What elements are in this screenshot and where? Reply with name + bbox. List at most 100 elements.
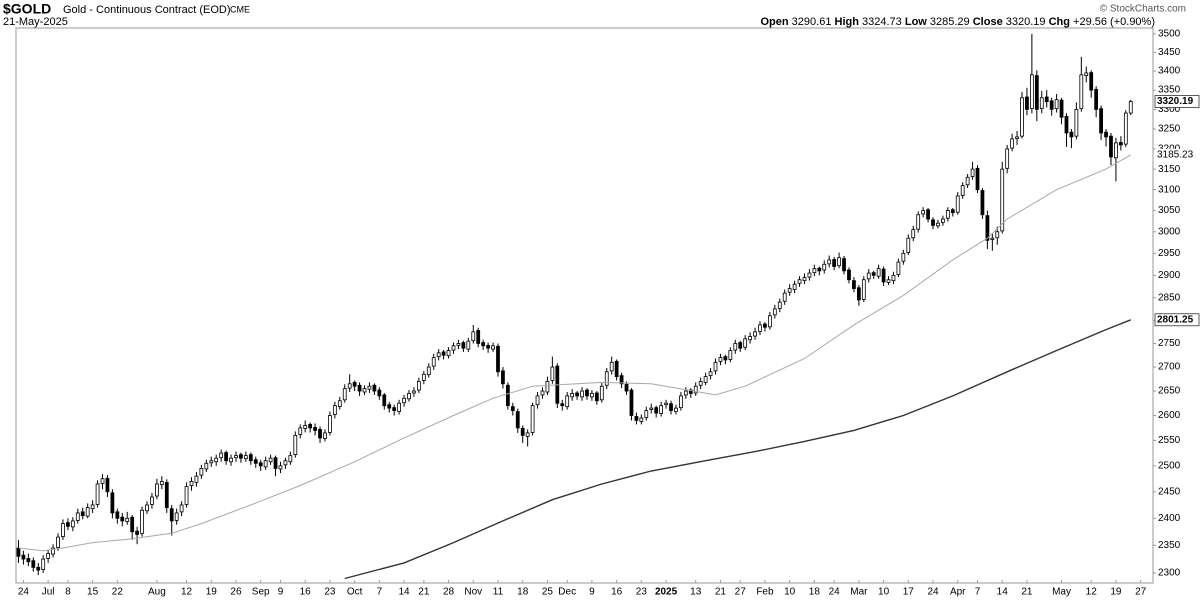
candle-body — [1030, 74, 1034, 110]
candle-body — [332, 405, 337, 415]
candle-body — [402, 397, 406, 404]
candle-body — [184, 486, 189, 505]
candle-body — [871, 272, 876, 276]
candle-body — [387, 404, 392, 409]
candle-body — [61, 523, 65, 537]
candle-body — [911, 229, 916, 239]
candle-body — [273, 457, 278, 469]
candle-body — [421, 373, 426, 381]
candle-body — [451, 345, 456, 351]
candle-body — [476, 330, 481, 344]
candle-body — [234, 455, 238, 459]
x-tick-label: 7 — [975, 587, 981, 598]
candle-body — [599, 385, 604, 401]
candle-body — [950, 209, 955, 214]
price-tag: 3185.23 — [1157, 149, 1194, 160]
candle-body — [886, 279, 891, 283]
candle-body — [1025, 96, 1029, 110]
candle-body — [812, 268, 817, 274]
x-tick-label: 24 — [927, 587, 939, 598]
x-tick-label: 26 — [230, 587, 242, 598]
y-tick-label: 2750 — [1158, 338, 1181, 349]
candle-body — [179, 504, 184, 513]
candle-body — [787, 288, 792, 293]
price-tag-box — [1154, 95, 1200, 108]
candle-body — [733, 343, 738, 351]
candle-body — [347, 383, 352, 389]
candle-body — [293, 435, 298, 456]
candle-body — [1034, 75, 1039, 110]
price-tag: 2801.25 — [1157, 314, 1194, 325]
candle-body — [1118, 142, 1123, 146]
candle-body — [382, 394, 387, 407]
x-tick-label: 14 — [399, 587, 411, 598]
x-tick-label: 12 — [1086, 587, 1098, 598]
candle-body — [985, 215, 990, 241]
y-tick-label: 3000 — [1158, 226, 1181, 237]
candle-body — [501, 370, 505, 385]
candle-body — [1015, 136, 1019, 139]
candle-body — [174, 512, 179, 521]
candle-body — [140, 509, 144, 534]
candle-body — [283, 460, 288, 466]
x-tick-label: 18 — [809, 587, 821, 598]
candle-body — [713, 361, 718, 372]
x-tick-label: 13 — [690, 587, 702, 598]
x-tick-label: 18 — [517, 587, 529, 598]
candle-body — [891, 274, 896, 282]
candle-body — [219, 452, 224, 459]
x-tick-label: Feb — [756, 587, 774, 598]
y-tick-label: 2950 — [1158, 248, 1181, 259]
candle-body — [777, 301, 782, 309]
candle-body — [481, 342, 486, 347]
x-tick-label: 12 — [181, 587, 193, 598]
candle-body — [792, 283, 797, 290]
candle-body — [239, 454, 243, 459]
candle-body — [70, 520, 75, 528]
candle-body — [703, 376, 708, 383]
candle-body — [659, 405, 664, 414]
x-tick-label: 2025 — [655, 587, 678, 598]
exchange: CME — [230, 4, 250, 14]
ohlc-value: 3285.29 — [930, 16, 970, 28]
candle-body — [491, 345, 495, 350]
candle-body — [619, 375, 624, 385]
candle-body — [767, 315, 772, 328]
candle-body — [580, 390, 584, 398]
candle-body — [1099, 108, 1103, 134]
x-tick-label: 17 — [903, 587, 915, 598]
candle-body — [832, 259, 837, 267]
candle-body — [36, 566, 41, 571]
candle-body — [926, 209, 930, 220]
candle-body — [288, 455, 293, 463]
candle-body — [530, 405, 535, 433]
candle-body — [565, 395, 570, 408]
candle-body — [258, 462, 263, 467]
candle-body — [120, 516, 125, 522]
ohlc-summary: Open 3290.61 High 3324.73 Low 3285.29 Cl… — [760, 16, 1155, 28]
x-tick-label: 24 — [829, 587, 841, 598]
candle-body — [199, 468, 204, 476]
candle-body — [728, 350, 733, 360]
candle-body — [644, 410, 649, 418]
chart-title: Gold - Continuous Contract (EOD) — [63, 4, 231, 16]
candle-body — [1109, 135, 1113, 158]
candle-body — [505, 384, 510, 407]
candle-body — [377, 389, 382, 397]
candle-body — [1094, 88, 1099, 110]
x-tick-label: 8 — [65, 587, 71, 598]
candle-body — [145, 504, 149, 512]
candle-body — [594, 392, 599, 402]
candle-body — [901, 252, 906, 262]
candle-body — [26, 558, 31, 563]
candle-body — [545, 380, 550, 393]
candle-body — [852, 280, 856, 290]
y-tick-label: 2550 — [1158, 435, 1181, 446]
candle-body — [224, 452, 228, 462]
candle-body — [80, 511, 85, 516]
candle-body — [540, 390, 545, 396]
x-tick-label: 21 — [418, 587, 430, 598]
y-tick-label: 3300 — [1158, 104, 1181, 115]
candle-body — [629, 389, 634, 416]
